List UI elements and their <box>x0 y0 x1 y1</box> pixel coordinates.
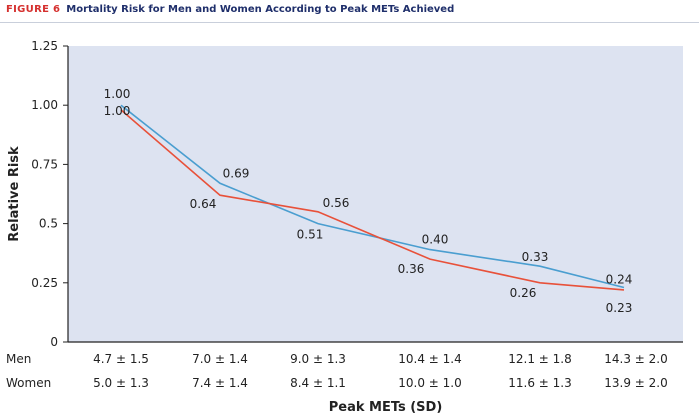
figure-title-text: Mortality Risk for Men and Women Accordi… <box>66 4 455 15</box>
axes: 0 0.25 0.5 0.75 1.00 1.25 <box>31 39 683 349</box>
women-category-label: 11.6 ± 1.3 <box>508 376 572 390</box>
women-data-label: 1.00 <box>104 104 131 118</box>
point-labels: 1.00 0.69 0.51 0.40 0.33 0.24 1.00 0.64 0.56 0.36… <box>104 87 633 315</box>
y-tick-label: 0.25 <box>31 276 58 290</box>
women-data-label: 0.56 <box>323 196 350 210</box>
women-data-label: 0.36 <box>398 262 425 276</box>
men-category-label: 9.0 ± 1.3 <box>290 352 346 366</box>
women-row-label: Women <box>6 376 51 390</box>
women-data-label: 0.64 <box>190 197 217 211</box>
men-data-label: 1.00 <box>104 87 131 101</box>
men-data-label: 0.51 <box>297 228 324 242</box>
women-data-label: 0.23 <box>606 301 633 315</box>
y-tick-label: 1.25 <box>31 39 58 53</box>
women-category-label: 5.0 ± 1.3 <box>93 376 149 390</box>
men-row-label: Men <box>6 352 31 366</box>
men-category-label: 10.4 ± 1.4 <box>398 352 462 366</box>
men-line <box>120 104 625 289</box>
women-category-label: 13.9 ± 2.0 <box>604 376 668 390</box>
x-category-rows: Men Women 4.7 ± 1.5 7.0 ± 1.4 9.0 ± 1.3 10.4 … <box>6 352 668 390</box>
y-tick-label: 1.00 <box>31 98 58 112</box>
y-axis-title: Relative Risk <box>7 146 22 242</box>
women-data-label: 0.26 <box>510 286 537 300</box>
y-tick-label: 0.75 <box>31 157 58 171</box>
series-men <box>120 104 625 289</box>
y-tick-label: 0 <box>50 335 58 349</box>
men-data-label: 0.33 <box>522 250 549 264</box>
men-category-label: 4.7 ± 1.5 <box>93 352 149 366</box>
women-category-label: 7.4 ± 1.4 <box>192 376 248 390</box>
figure-label: FIGURE 6 <box>6 4 61 15</box>
men-category-label: 12.1 ± 1.8 <box>508 352 572 366</box>
men-data-label: 0.69 <box>223 166 250 180</box>
women-line <box>120 109 625 291</box>
men-data-label: 0.24 <box>606 273 633 287</box>
women-category-label: 8.4 ± 1.1 <box>290 376 346 390</box>
figure-title: FIGURE 6 Mortality Risk for Men and Women… <box>6 4 454 15</box>
plot-background <box>68 46 683 342</box>
men-category-label: 14.3 ± 2.0 <box>604 352 668 366</box>
title-divider <box>0 22 699 23</box>
men-data-label: 0.40 <box>422 233 449 247</box>
women-category-label: 10.0 ± 1.0 <box>398 376 462 390</box>
men-category-label: 7.0 ± 1.4 <box>192 352 248 366</box>
series-women <box>120 109 625 291</box>
x-axis-title: Peak METs (SD) <box>329 400 443 415</box>
y-tick-label: 0.5 <box>39 217 58 231</box>
